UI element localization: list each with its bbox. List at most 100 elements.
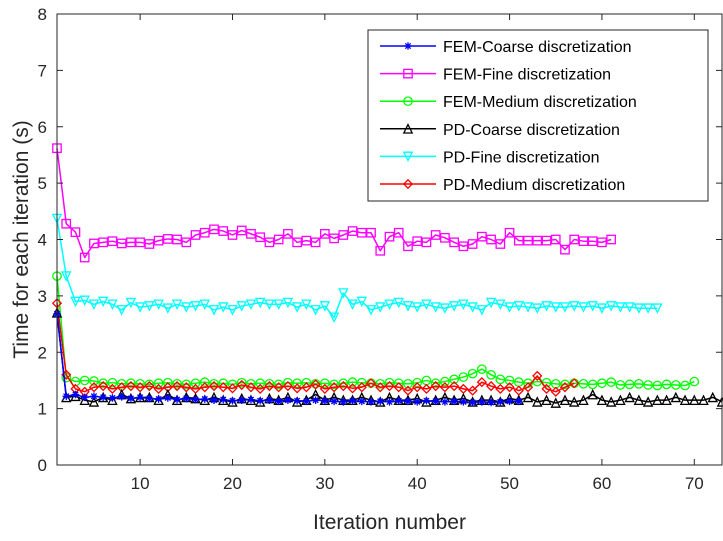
- data-point: [153, 378, 164, 389]
- data-point: [144, 380, 155, 392]
- data-point: [227, 230, 238, 240]
- data-point: [190, 378, 201, 389]
- data-point: [97, 296, 109, 308]
- data-point: [264, 299, 275, 310]
- data-point: [99, 393, 107, 402]
- data-point: [347, 383, 358, 394]
- data-point: [246, 229, 256, 239]
- data-point: [421, 396, 432, 407]
- data-point: [365, 305, 377, 316]
- data-point: [209, 378, 219, 389]
- data-point: [522, 391, 534, 403]
- data-point: [310, 237, 321, 248]
- legend-label: FEM-Fine discretization: [443, 67, 611, 84]
- data-point: [319, 383, 330, 395]
- data-point: [273, 234, 284, 245]
- data-point: [476, 377, 487, 388]
- data-point: [90, 392, 98, 401]
- data-point: [661, 394, 672, 406]
- legend-entry: FEM-Coarse discretization: [380, 39, 632, 56]
- data-point: [412, 382, 423, 393]
- data-point: [245, 299, 257, 310]
- data-point: [449, 380, 460, 392]
- data-point: [468, 398, 477, 407]
- data-point: [236, 225, 247, 236]
- data-point: [504, 227, 515, 238]
- legend: FEM-Coarse discretization FEM-Fine discre…: [367, 29, 709, 202]
- data-point: [486, 369, 496, 380]
- data-point: [208, 305, 220, 316]
- data-point: [273, 382, 284, 393]
- data-point: [550, 302, 562, 313]
- data-point: [282, 297, 294, 309]
- data-point: [606, 377, 617, 387]
- data-point: [199, 299, 211, 310]
- data-point: [513, 235, 524, 246]
- data-point: [246, 378, 256, 389]
- data-point: [385, 398, 394, 406]
- data-point: [60, 391, 72, 403]
- data-point: [61, 218, 72, 229]
- data-point: [532, 303, 543, 314]
- data-point: [125, 380, 137, 392]
- data-point: [107, 383, 118, 395]
- data-point: [339, 398, 348, 406]
- data-point: [422, 396, 431, 405]
- data-point: [403, 96, 413, 107]
- y-tick-label: 3: [38, 287, 47, 306]
- data-point: [375, 382, 386, 393]
- data-point: [283, 229, 293, 239]
- data-point: [615, 380, 626, 390]
- data-point: [559, 382, 571, 393]
- y-tick-label: 1: [38, 400, 47, 419]
- data-point: [145, 394, 154, 403]
- data-point: [255, 383, 266, 395]
- data-point: [199, 227, 210, 238]
- axes: 10 20 30 40 50 60 70 0 1 2 3 4 5 6 7 8: [38, 5, 723, 493]
- data-point: [421, 237, 432, 248]
- data-point: [439, 382, 451, 393]
- data-point: [486, 234, 496, 245]
- data-point: [643, 380, 653, 390]
- data-point: [236, 379, 247, 391]
- data-point: [393, 297, 404, 309]
- y-tick-label: 7: [38, 61, 47, 80]
- data-point: [495, 239, 506, 249]
- data-point: [291, 396, 303, 407]
- series-line: [56, 148, 612, 259]
- data-point: [596, 394, 608, 406]
- data-point: [402, 178, 414, 190]
- data-point: [384, 299, 395, 310]
- data-point: [338, 230, 349, 240]
- data-point: [367, 398, 375, 406]
- data-point: [605, 396, 617, 407]
- legend-label: PD-Medium discretization: [443, 177, 625, 194]
- x-tick-label: 10: [131, 474, 150, 493]
- data-point: [328, 312, 340, 323]
- data-point: [670, 391, 682, 403]
- data-point: [247, 395, 255, 404]
- data-point: [264, 237, 275, 248]
- data-point: [107, 377, 118, 388]
- data-point: [394, 396, 403, 405]
- data-point: [496, 398, 505, 406]
- data-point: [597, 237, 607, 248]
- data-point: [522, 302, 534, 313]
- data-point: [321, 396, 329, 405]
- data-point: [89, 238, 99, 249]
- data-point: [402, 151, 414, 163]
- data-point: [264, 380, 275, 392]
- data-point: [624, 379, 635, 390]
- data-point: [218, 382, 229, 393]
- legend-entry: FEM-Fine discretization: [380, 67, 611, 84]
- data-point: [136, 393, 144, 402]
- data-point: [477, 231, 487, 242]
- legend-entry: FEM-Medium discretization: [380, 94, 637, 111]
- data-point: [302, 397, 311, 406]
- data-point: [256, 396, 264, 405]
- data-point: [376, 397, 385, 406]
- y-tick-label: 6: [38, 118, 47, 137]
- data-point: [310, 305, 321, 316]
- data-point: [329, 233, 339, 244]
- data-point: [366, 227, 376, 238]
